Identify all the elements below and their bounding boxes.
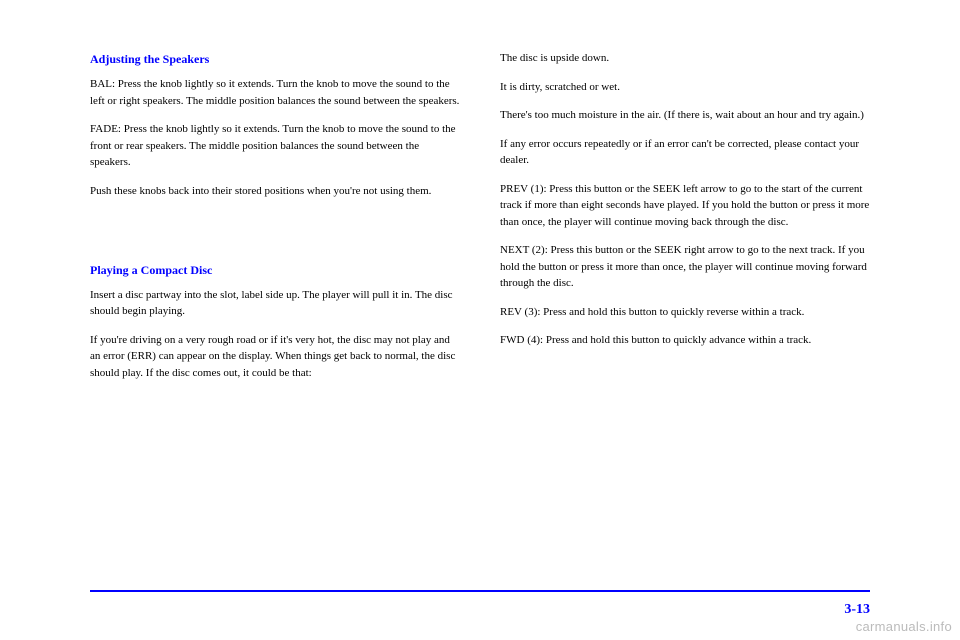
para-fade: FADE: Press the knob lightly so it exten…	[90, 121, 460, 171]
right-column: The disc is upside down. It is dirty, sc…	[500, 50, 870, 580]
para-next: NEXT (2): Press this button or the SEEK …	[500, 242, 870, 292]
page-container: Adjusting the Speakers BAL: Press the kn…	[0, 0, 960, 640]
footer-rule	[90, 590, 870, 592]
watermark-text: carmanuals.info	[856, 619, 952, 634]
para-prev: PREV (1): Press this button or the SEEK …	[500, 181, 870, 231]
heading-adjusting-speakers: Adjusting the Speakers	[90, 50, 460, 68]
para-push-knobs: Push these knobs back into their stored …	[90, 183, 460, 200]
left-column: Adjusting the Speakers BAL: Press the kn…	[90, 50, 460, 580]
page-number: 3-13	[844, 602, 870, 618]
para-bal: BAL: Press the knob lightly so it extend…	[90, 76, 460, 109]
bullet-moisture: There's too much moisture in the air. (I…	[500, 107, 870, 124]
para-rev: REV (3): Press and hold this button to q…	[500, 304, 870, 321]
heading-playing-cd: Playing a Compact Disc	[90, 261, 460, 279]
bullet-dirty: It is dirty, scratched or wet.	[500, 79, 870, 96]
para-rough-road: If you're driving on a very rough road o…	[90, 332, 460, 382]
columns-wrapper: Adjusting the Speakers BAL: Press the kn…	[90, 50, 870, 580]
para-insert-disc: Insert a disc partway into the slot, lab…	[90, 287, 460, 320]
para-error-dealer: If any error occurs repeatedly or if an …	[500, 136, 870, 169]
para-fwd: FWD (4): Press and hold this button to q…	[500, 332, 870, 349]
bullet-upside-down: The disc is upside down.	[500, 50, 870, 67]
